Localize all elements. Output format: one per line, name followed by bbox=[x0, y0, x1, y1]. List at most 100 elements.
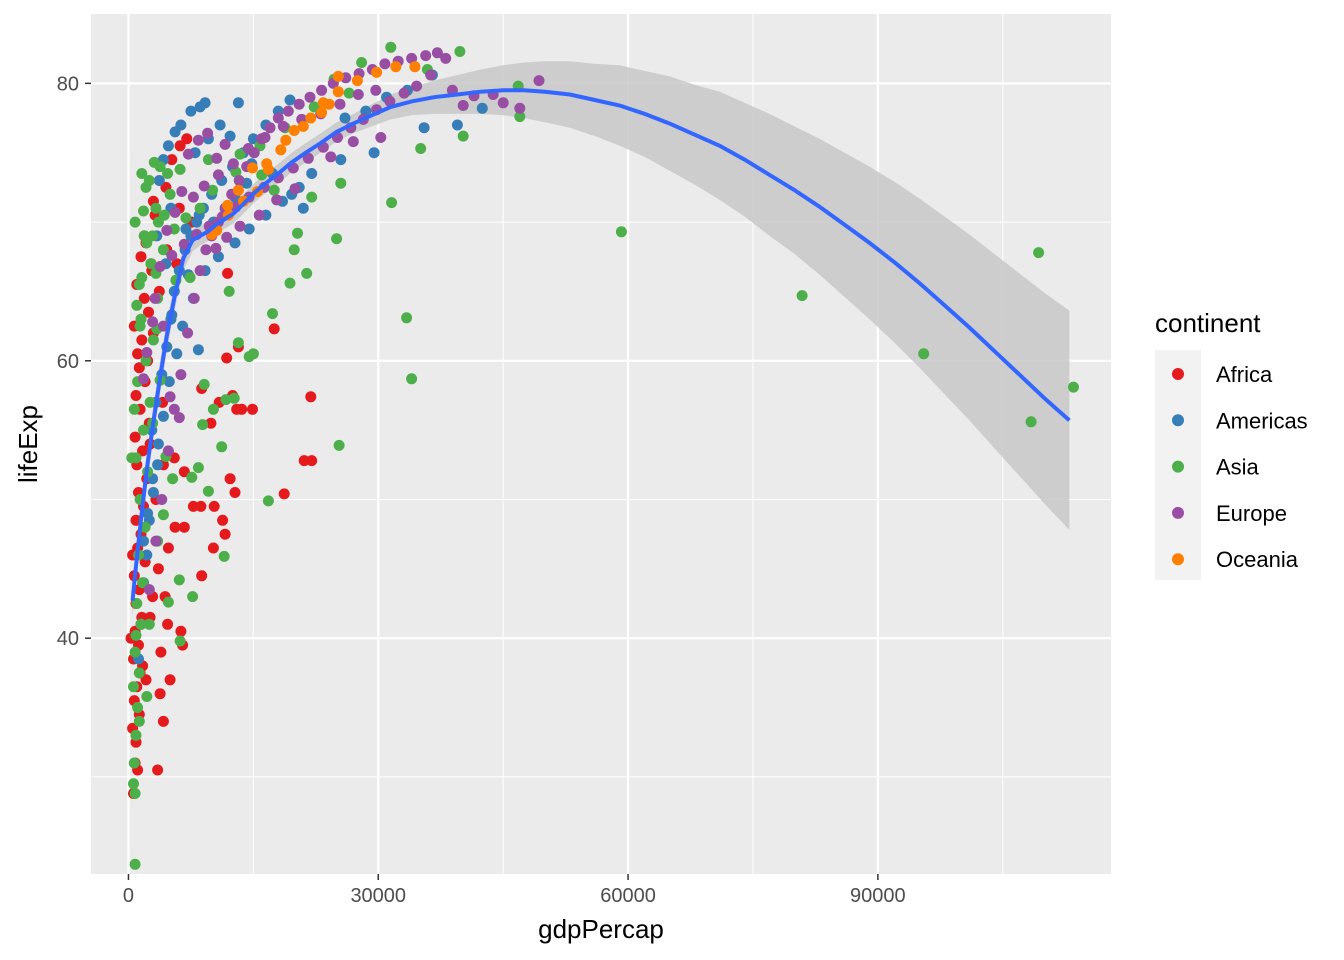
data-point-asia bbox=[129, 646, 141, 658]
data-point-asia bbox=[356, 57, 368, 68]
legend-label-asia: Asia bbox=[1216, 455, 1260, 480]
data-point-americas bbox=[169, 126, 181, 138]
data-point-oceania bbox=[275, 144, 287, 156]
data-point-asia bbox=[1068, 381, 1079, 393]
data-point-europe bbox=[200, 244, 212, 256]
data-point-europe bbox=[182, 148, 194, 160]
data-point-oceania bbox=[316, 107, 328, 118]
legend-key-europe bbox=[1172, 506, 1184, 519]
data-point-europe bbox=[271, 194, 283, 206]
data-point-asia bbox=[331, 233, 343, 245]
data-point-americas bbox=[147, 487, 159, 498]
data-point-africa bbox=[152, 563, 164, 575]
data-point-europe bbox=[175, 369, 187, 381]
data-point-asia bbox=[216, 441, 228, 453]
y-tick-label: 60 bbox=[57, 351, 79, 373]
data-point-europe bbox=[166, 249, 178, 261]
data-point-europe bbox=[202, 127, 214, 139]
data-point-asia bbox=[267, 308, 278, 320]
data-point-africa bbox=[175, 625, 187, 637]
x-axis-title: gdpPercap bbox=[538, 914, 664, 944]
data-point-europe bbox=[325, 151, 337, 163]
data-point-americas bbox=[180, 223, 192, 235]
data-point-asia bbox=[143, 618, 155, 630]
data-point-americas bbox=[157, 410, 169, 422]
data-point-asia bbox=[457, 130, 469, 142]
data-point-africa bbox=[133, 362, 145, 374]
data-point-europe bbox=[154, 261, 166, 272]
data-point-europe bbox=[533, 75, 545, 87]
data-point-europe bbox=[272, 112, 284, 124]
data-point-europe bbox=[440, 52, 452, 64]
data-point-asia bbox=[796, 290, 808, 302]
data-point-oceania bbox=[280, 134, 292, 146]
confidence-band bbox=[132, 61, 1070, 618]
data-point-europe bbox=[282, 105, 294, 117]
data-point-asia bbox=[234, 148, 246, 160]
legend-key-oceania bbox=[1172, 553, 1184, 566]
data-point-asia bbox=[130, 629, 142, 641]
data-point-africa bbox=[178, 521, 190, 533]
data-point-africa bbox=[195, 500, 207, 512]
data-point-asia bbox=[133, 667, 145, 679]
data-point-asia bbox=[174, 163, 186, 175]
data-point-oceania bbox=[297, 120, 309, 132]
data-point-africa bbox=[221, 352, 233, 364]
data-point-africa bbox=[236, 403, 248, 415]
legend-label-africa: Africa bbox=[1216, 362, 1273, 387]
data-point-oceania bbox=[288, 125, 300, 136]
data-point-europe bbox=[293, 98, 305, 110]
data-point-americas bbox=[247, 133, 259, 145]
data-point-europe bbox=[514, 102, 526, 114]
data-point-africa bbox=[305, 391, 317, 403]
data-point-asia bbox=[164, 188, 176, 200]
data-point-asia bbox=[335, 177, 347, 189]
data-point-asia bbox=[343, 87, 355, 99]
data-point-africa bbox=[143, 306, 154, 318]
data-point-asia bbox=[454, 46, 466, 57]
data-point-americas bbox=[162, 140, 174, 152]
data-point-americas bbox=[368, 147, 380, 159]
data-point-asia bbox=[141, 691, 153, 702]
data-point-oceania bbox=[351, 75, 363, 87]
data-point-americas bbox=[212, 251, 224, 263]
y-axis-ticks: 40 60 80 bbox=[57, 73, 91, 650]
data-point-africa bbox=[132, 348, 144, 360]
x-tick-label: 30000 bbox=[350, 885, 406, 907]
data-point-europe bbox=[141, 347, 153, 358]
data-point-africa bbox=[169, 521, 181, 533]
data-point-asia bbox=[180, 212, 192, 224]
data-point-asia bbox=[202, 154, 214, 166]
data-point-africa bbox=[152, 764, 164, 776]
data-point-asia bbox=[385, 41, 397, 53]
data-point-americas bbox=[199, 97, 211, 109]
data-point-asia bbox=[292, 227, 303, 239]
data-point-europe bbox=[169, 206, 181, 218]
data-point-americas bbox=[284, 94, 296, 106]
data-point-africa bbox=[162, 618, 174, 630]
data-point-africa bbox=[306, 455, 318, 467]
data-point-africa bbox=[130, 390, 142, 401]
data-point-asia bbox=[140, 355, 152, 367]
y-tick-label: 80 bbox=[57, 73, 79, 95]
data-point-americas bbox=[224, 130, 236, 142]
data-point-africa bbox=[222, 267, 234, 279]
legend-label-oceania: Oceania bbox=[1216, 547, 1299, 572]
data-point-europe bbox=[143, 584, 155, 596]
data-point-asia bbox=[132, 702, 144, 713]
panel-background bbox=[91, 14, 1111, 874]
data-point-europe bbox=[370, 84, 382, 96]
data-point-asia bbox=[138, 424, 149, 436]
data-point-europe bbox=[242, 143, 254, 154]
legend-title: continent bbox=[1155, 308, 1261, 338]
data-point-africa bbox=[129, 431, 141, 443]
data-point-europe bbox=[221, 231, 233, 243]
data-point-europe bbox=[302, 152, 314, 164]
data-point-asia bbox=[197, 419, 209, 431]
legend-key-americas bbox=[1172, 414, 1184, 427]
data-point-asia bbox=[306, 191, 318, 203]
legend-key-asia bbox=[1172, 460, 1184, 473]
data-point-asia bbox=[157, 509, 169, 521]
data-point-europe bbox=[384, 95, 396, 107]
data-point-asia bbox=[173, 574, 185, 586]
